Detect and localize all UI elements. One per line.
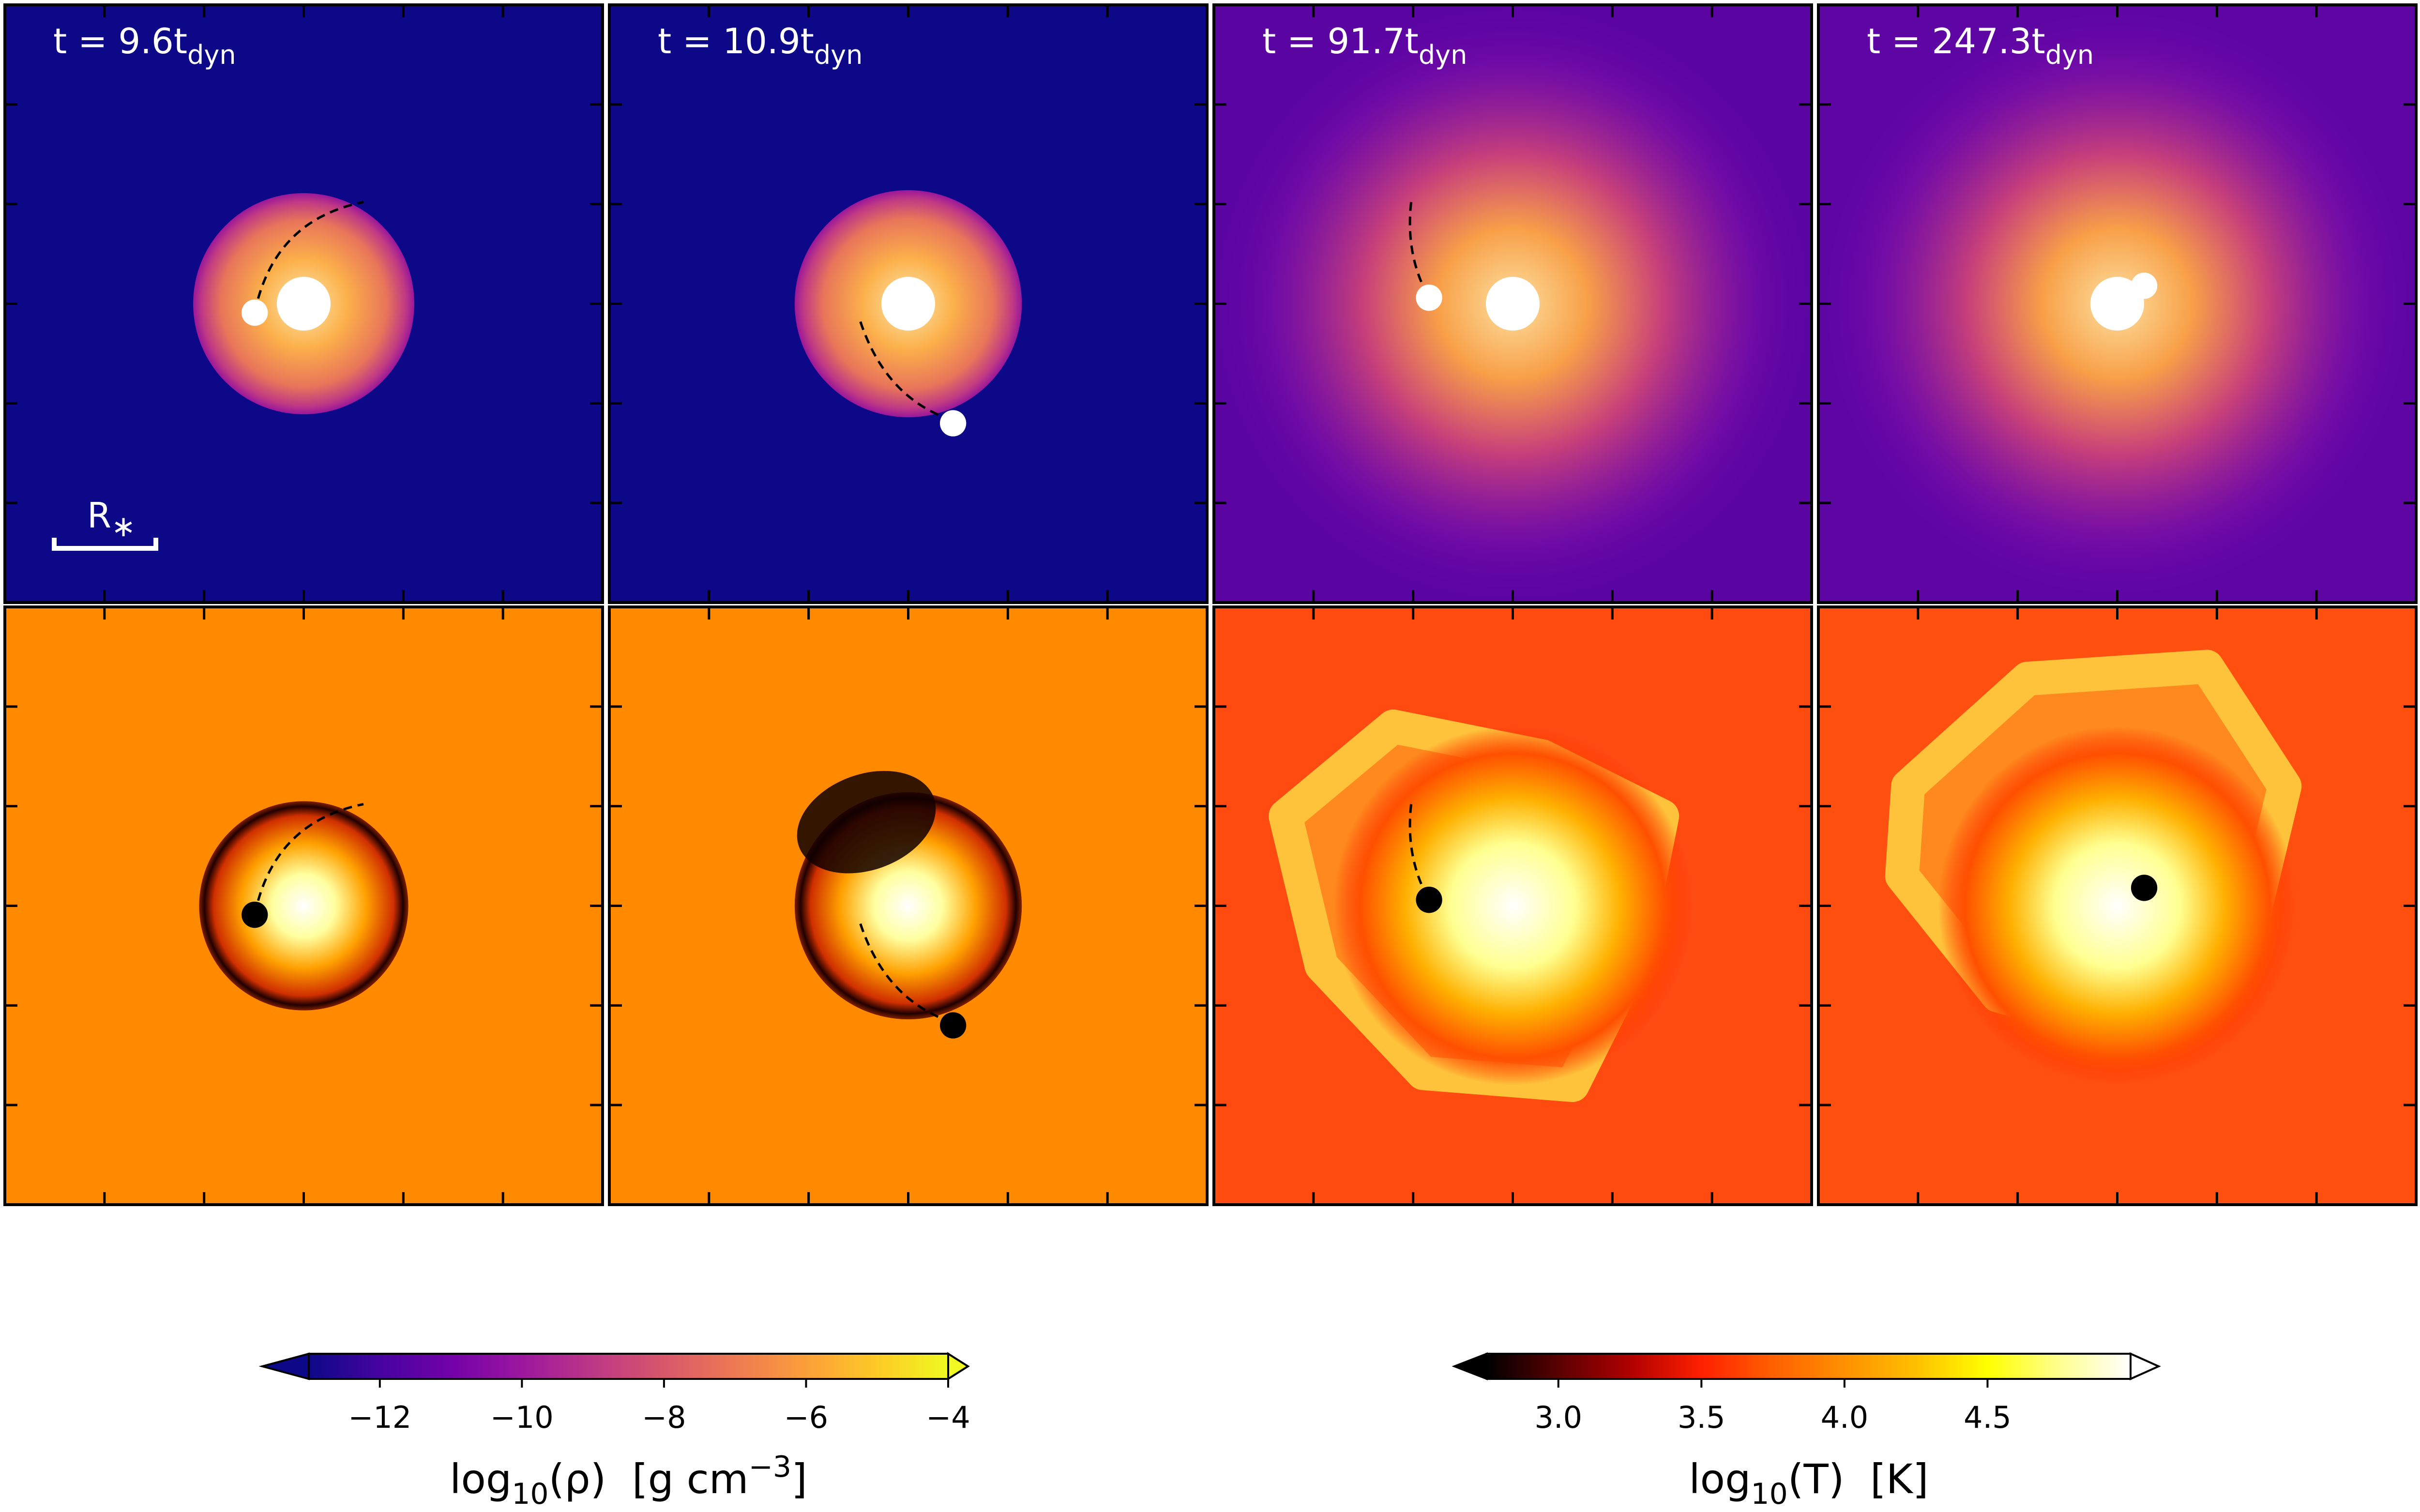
panel xyxy=(1818,607,2416,1205)
colorbar xyxy=(308,1353,949,1380)
gas-envelope xyxy=(1333,726,1692,1085)
star-core xyxy=(1485,276,1540,331)
companion xyxy=(2131,875,2158,901)
scale-bar xyxy=(52,538,158,551)
colorbar-label: log10(ρ) [g cm−3] xyxy=(450,1450,807,1510)
panel xyxy=(1818,5,2416,603)
label-part: ] xyxy=(791,1455,807,1503)
panel-title-main: t = 247.3t xyxy=(1867,21,2045,61)
panel-frame xyxy=(3,3,604,604)
companion xyxy=(939,1012,967,1039)
panel-title: t = 91.7tdyn xyxy=(1262,21,1467,70)
scale-bar-sub: ∗ xyxy=(111,510,136,544)
panel-frame xyxy=(608,605,1209,1206)
panel-title-main: t = 91.7t xyxy=(1262,21,1419,61)
orbit-track xyxy=(859,923,945,1021)
scale-bar-text: R xyxy=(87,495,111,536)
panel xyxy=(609,607,1207,1205)
colorbar-tick-label: −10 xyxy=(490,1400,554,1435)
panel-frame xyxy=(3,605,604,1206)
companion xyxy=(242,901,268,928)
scale-bar-label: R∗ xyxy=(87,495,136,544)
colorbar-tick-label: 4.0 xyxy=(1821,1400,1869,1435)
panel-frame xyxy=(1817,3,2418,604)
label-sup: −3 xyxy=(749,1450,791,1484)
colorbar-extend-high xyxy=(2130,1352,2161,1381)
colorbar-tick-label: −6 xyxy=(784,1400,828,1435)
colorbar xyxy=(1486,1353,2132,1380)
colorbar-tick-label: 3.5 xyxy=(1678,1400,1725,1435)
star-core xyxy=(276,276,331,331)
companion xyxy=(939,410,967,437)
panel-frame xyxy=(1817,605,2418,1206)
gas-envelope xyxy=(1938,726,2297,1085)
gas-envelope xyxy=(199,801,408,1011)
label-part: log xyxy=(1689,1455,1751,1503)
panel-title-main: t = 9.6t xyxy=(53,21,187,61)
label-part: (ρ) [g cm xyxy=(549,1455,749,1503)
label-part: (T) [K] xyxy=(1788,1455,1929,1503)
colorbar-tick-label: −12 xyxy=(348,1400,411,1435)
panel-frame xyxy=(1212,605,1813,1206)
colorbar-tick-label: −8 xyxy=(642,1400,686,1435)
orbit-track xyxy=(859,321,945,419)
panel-title: t = 9.6tdyn xyxy=(53,21,236,70)
panel xyxy=(5,607,603,1205)
companion xyxy=(1416,886,1442,913)
panel-title: t = 247.3tdyn xyxy=(1867,21,2094,70)
panel xyxy=(609,5,1207,603)
colorbar-label: log10(T) [K] xyxy=(1689,1455,1928,1510)
panel xyxy=(1214,607,1812,1205)
cold-crescent xyxy=(797,771,936,874)
panel-title-sub: dyn xyxy=(2045,40,2094,70)
star-core xyxy=(881,276,936,331)
label-part: log xyxy=(450,1455,512,1503)
panel-title-main: t = 10.9t xyxy=(658,21,814,61)
companion xyxy=(242,299,268,326)
colorbar-extend-low xyxy=(1452,1352,1488,1380)
panel-title-sub: dyn xyxy=(187,40,236,70)
label-sub: 10 xyxy=(512,1477,548,1510)
colorbar-tick-label: 3.0 xyxy=(1534,1400,1582,1435)
colorbar-tick-label: 4.5 xyxy=(1964,1400,2012,1435)
companion xyxy=(1416,284,1442,311)
panel-title-sub: dyn xyxy=(814,40,862,70)
label-sub: 10 xyxy=(1751,1477,1787,1510)
panel-title: t = 10.9tdyn xyxy=(658,21,862,70)
panel xyxy=(1214,5,1812,603)
panel-frame xyxy=(608,3,1209,604)
companion xyxy=(2131,272,2158,299)
colorbar-tick-label: −4 xyxy=(926,1400,970,1435)
colorbar-extend-low xyxy=(258,1352,310,1380)
panel-frame xyxy=(1212,3,1813,604)
colorbar-extend-high xyxy=(947,1352,970,1381)
star-core xyxy=(2090,276,2145,331)
panel-title-sub: dyn xyxy=(1419,40,1467,70)
panel xyxy=(5,5,603,603)
